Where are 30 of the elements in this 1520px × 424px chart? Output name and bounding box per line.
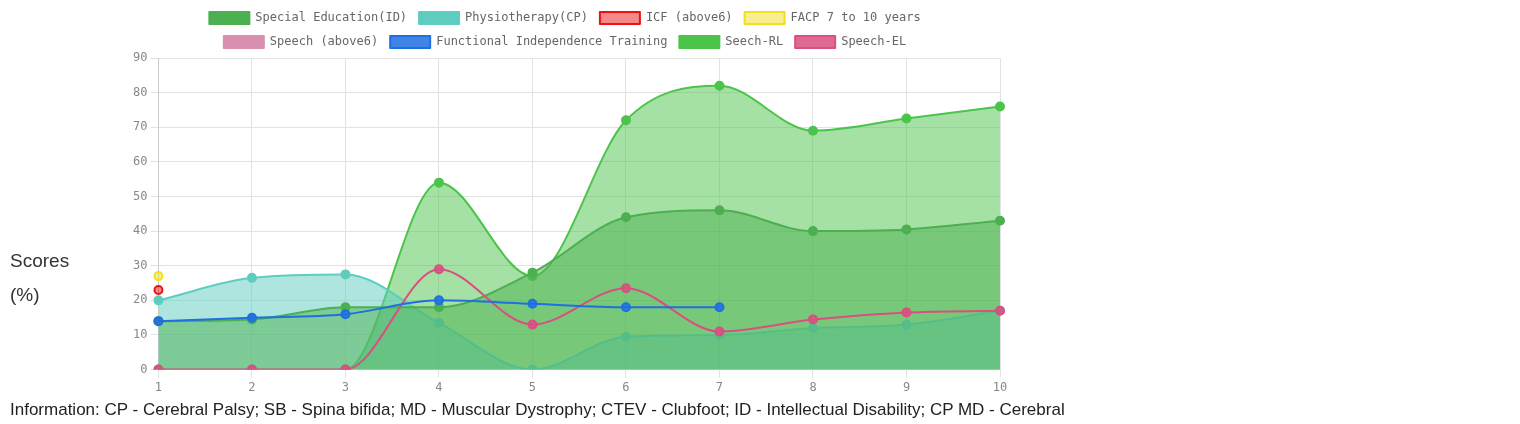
text: Information: CP - Cerebral Palsy; SB - Spina bifida; MD - Muscular Dystrophy; CTEV - Clubfoot; ID - Intellectual Disability; CP MD - Cerebral bbox=[10, 400, 1065, 420]
y-tick-label: 0 bbox=[140, 361, 148, 376]
x-tick-label: 8 bbox=[809, 379, 817, 394]
y-tick-label: 10 bbox=[133, 327, 148, 342]
legend-label: ICF (above6) bbox=[645, 10, 733, 25]
y-tick-label: 80 bbox=[133, 84, 148, 99]
x-tick-label: 1 bbox=[154, 379, 163, 394]
x-tick-label: 4 bbox=[435, 379, 443, 394]
y-tick-label: 50 bbox=[133, 188, 148, 203]
x-tick-label: 10 bbox=[992, 379, 1008, 394]
x-tick-label: 2 bbox=[248, 379, 256, 394]
legend-label: Seech-RL bbox=[725, 34, 784, 49]
x-tick-label: 5 bbox=[528, 379, 537, 394]
x-tick-label: 6 bbox=[622, 379, 630, 394]
y-tick-label: 30 bbox=[133, 257, 148, 272]
legend-label: Speech-EL bbox=[841, 34, 907, 49]
y-axis-title: Scores (%) bbox=[10, 249, 71, 307]
y-tick-label: 40 bbox=[133, 223, 148, 238]
y-tick-label: 90 bbox=[133, 50, 148, 65]
y-tick-label: 70 bbox=[133, 119, 148, 134]
legend-label: Special Education(ID) bbox=[255, 10, 408, 25]
legend-label: Physiotherapy(CP) bbox=[465, 10, 588, 25]
legend-label: FACP 7 to 10 years bbox=[790, 10, 921, 25]
legend-label: Functional Independence Training bbox=[436, 34, 668, 49]
x-tick-label: 7 bbox=[715, 379, 724, 394]
y-tick-label: 20 bbox=[133, 292, 148, 307]
x-tick-label: 9 bbox=[902, 379, 911, 394]
legend-label: Speech (above6) bbox=[269, 34, 379, 49]
y-tick-label: 60 bbox=[133, 153, 148, 168]
x-tick-label: 3 bbox=[341, 379, 350, 394]
